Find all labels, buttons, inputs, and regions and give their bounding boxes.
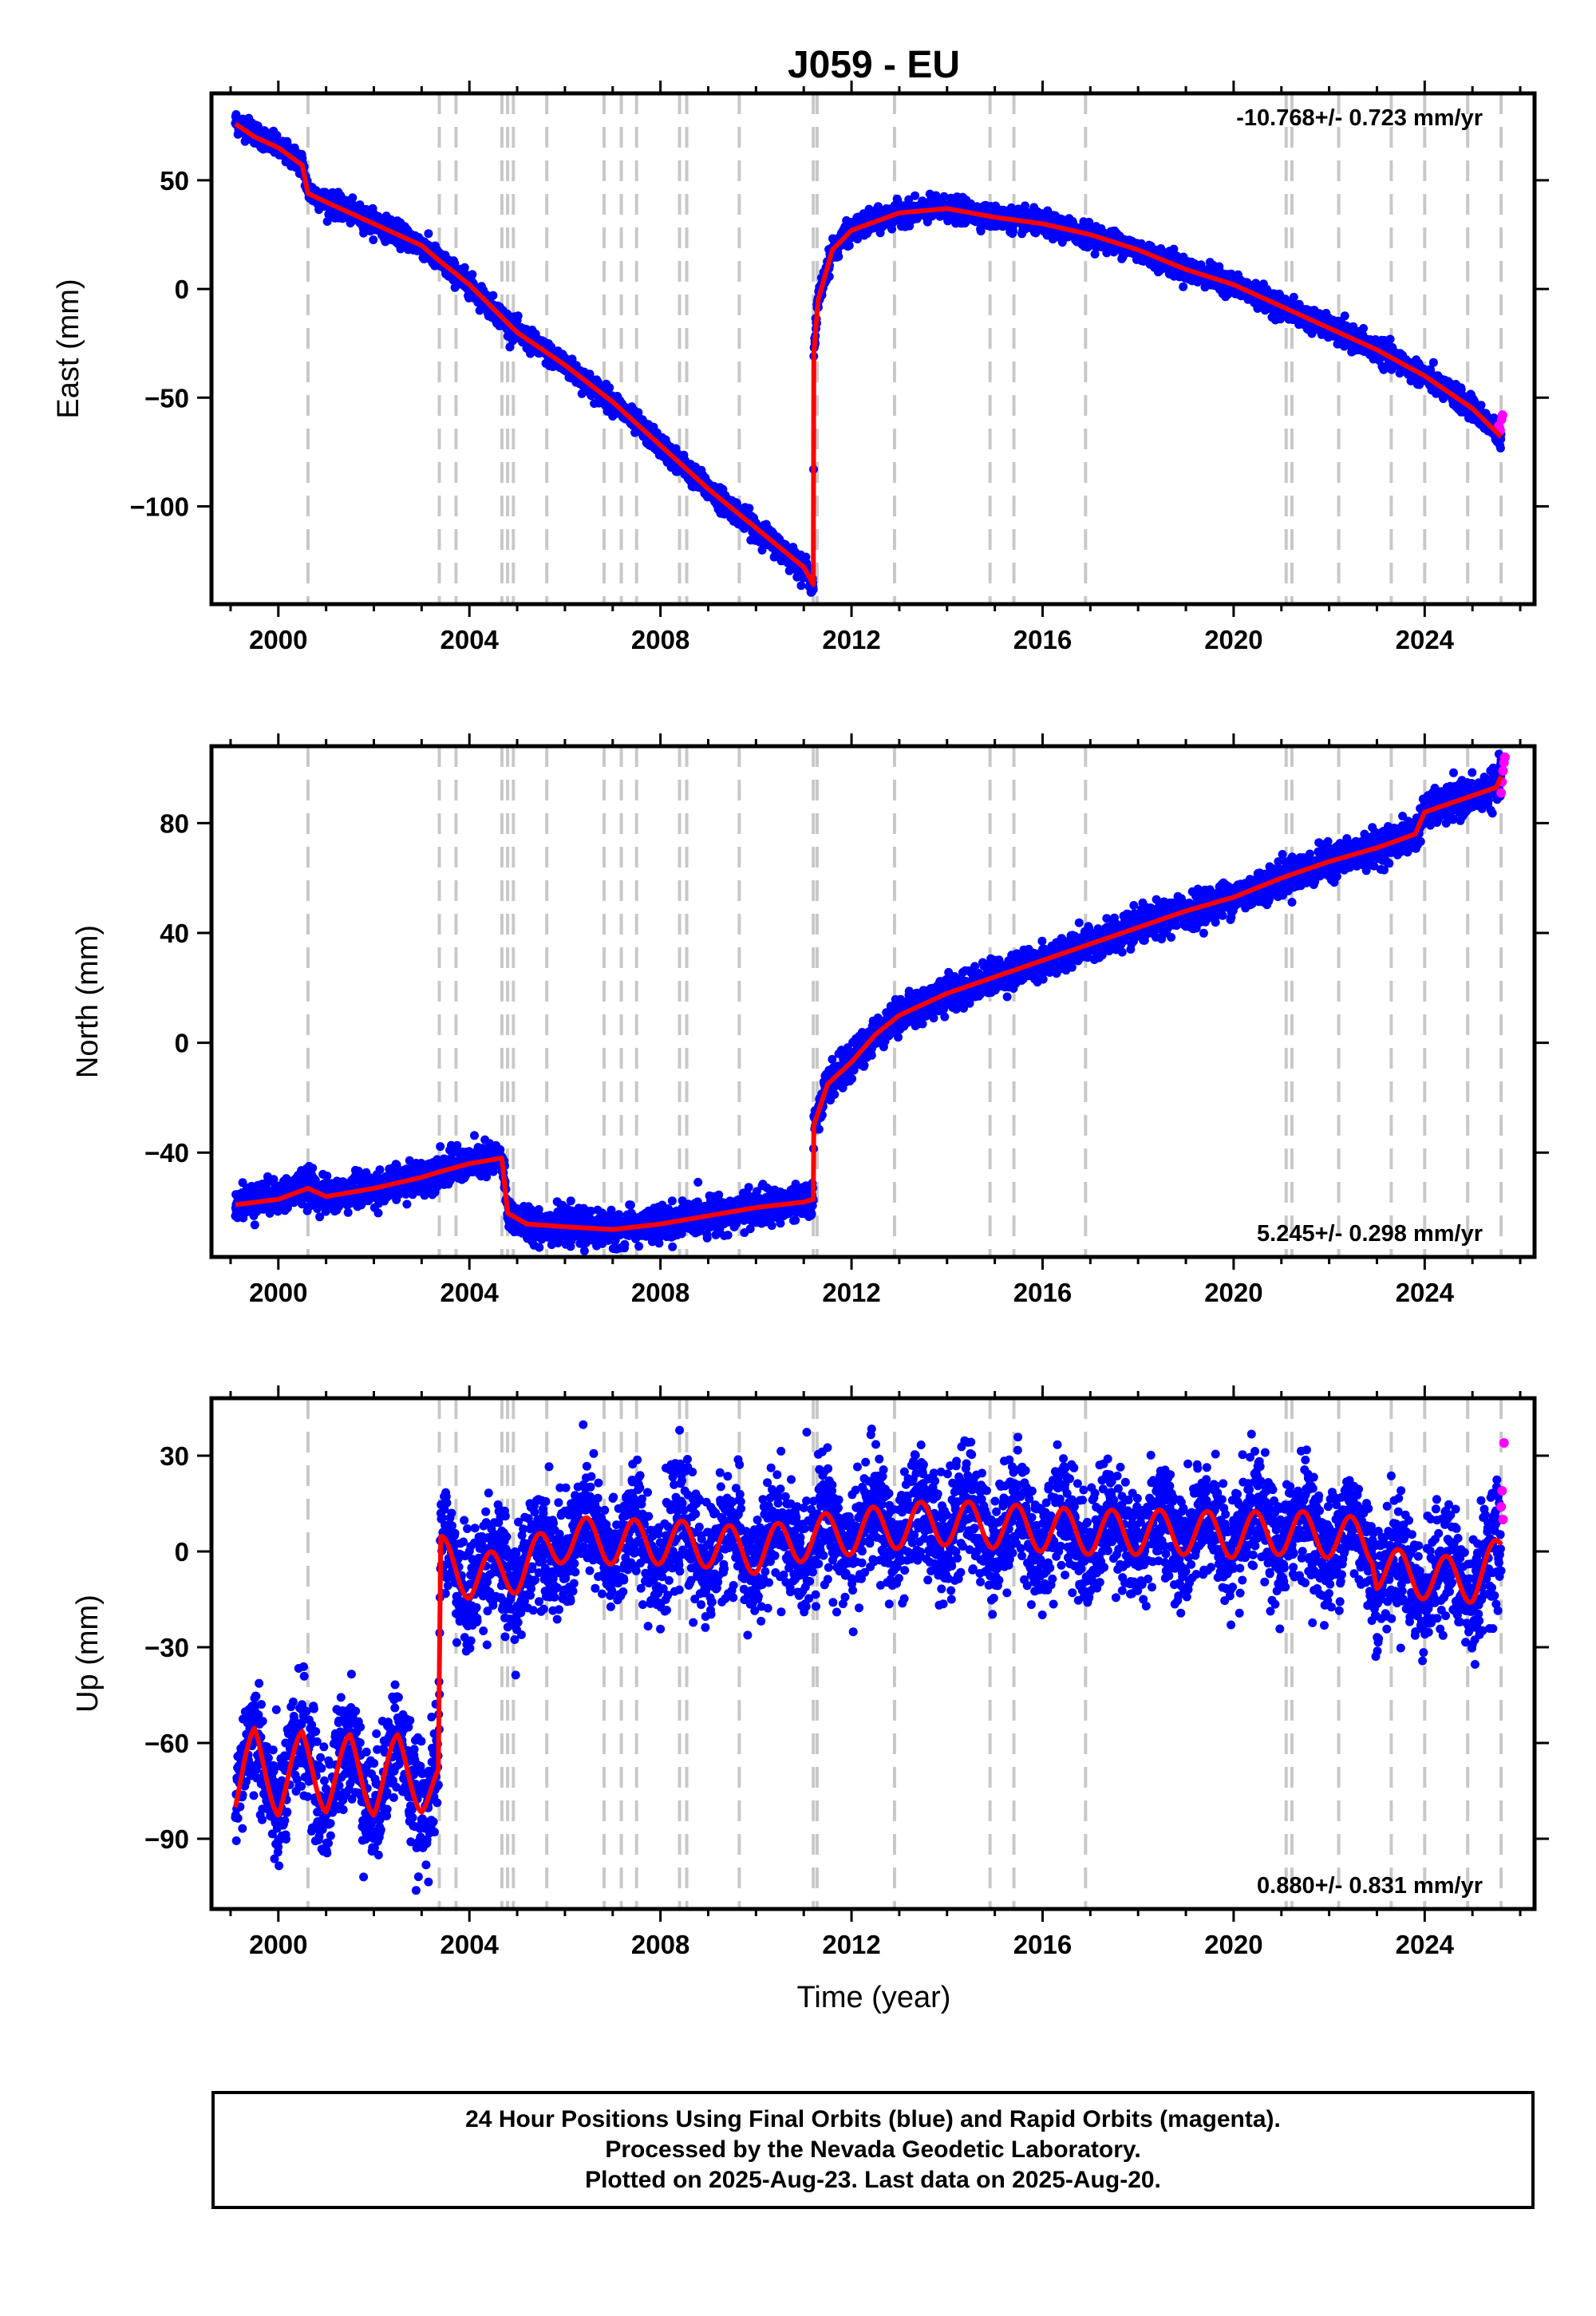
final-orbit-point [1385,334,1395,344]
final-orbit-point [1289,292,1298,302]
plot-area-east [231,110,1507,597]
final-orbit-point [460,263,469,272]
x-tick-label-east: 2024 [1396,625,1455,654]
final-orbit-point [844,241,854,251]
final-orbit-point [1359,324,1368,333]
figure-title: J059 - EU [788,44,960,86]
final-orbit-point [272,131,282,140]
final-orbit-point [488,290,498,300]
y-axis-label-east: East (mm) [52,279,85,418]
final-orbit-point [348,193,358,203]
final-orbit-point [1179,282,1188,291]
final-orbit-points-east [231,110,1506,597]
final-orbit-point [796,581,806,591]
x-tick-label-east: 2012 [822,625,880,654]
final-orbit-point [424,229,433,239]
model-line-east [233,121,1503,587]
final-orbit-point [1495,444,1505,453]
x-tick-label-east: 2000 [249,625,307,654]
final-orbit-point [745,504,754,513]
x-tick-label-east: 2004 [440,625,500,654]
rapid-orbit-point [1497,410,1507,421]
final-orbit-point [513,311,523,321]
axes-frame-east [209,91,1537,607]
x-tick-label-east: 2008 [631,625,689,654]
final-orbit-point [1428,358,1438,367]
final-orbit-point [1340,311,1349,321]
final-orbit-point [634,408,643,417]
y-tick-label-east: 50 [160,166,189,196]
final-orbit-point [834,252,843,261]
plot-area-north [231,749,1510,1255]
x-tick-label-east: 2020 [1204,625,1262,654]
final-orbit-point [605,383,614,393]
panel-east: 2000 2004 2008 2012 2016 2020 2024 50 0 −50 −100 Ea… [52,81,1549,654]
final-orbit-point [567,354,577,364]
x-tick-label-east: 2016 [1013,625,1072,654]
panels-group: 2000 2004 2008 2012 2016 2020 2024 50 0 −50 −100 Ea… [52,81,1549,1959]
panel-north: 2000 2004 2008 2012 2016 2020 202480400−40Nort… [71,733,1549,1307]
rate-label-east: -10.768+/- 0.723 mm/yr [1236,105,1483,131]
final-orbit-point [369,235,378,244]
event-lines-east [306,93,1503,604]
final-orbit-point [468,270,477,279]
final-orbit-point [1009,227,1018,236]
final-orbit-point [911,191,920,200]
y-tick-label-east: −50 [144,383,189,413]
y-tick-label-east: −100 [130,492,189,521]
y-tick-label-east: 0 [175,275,189,304]
